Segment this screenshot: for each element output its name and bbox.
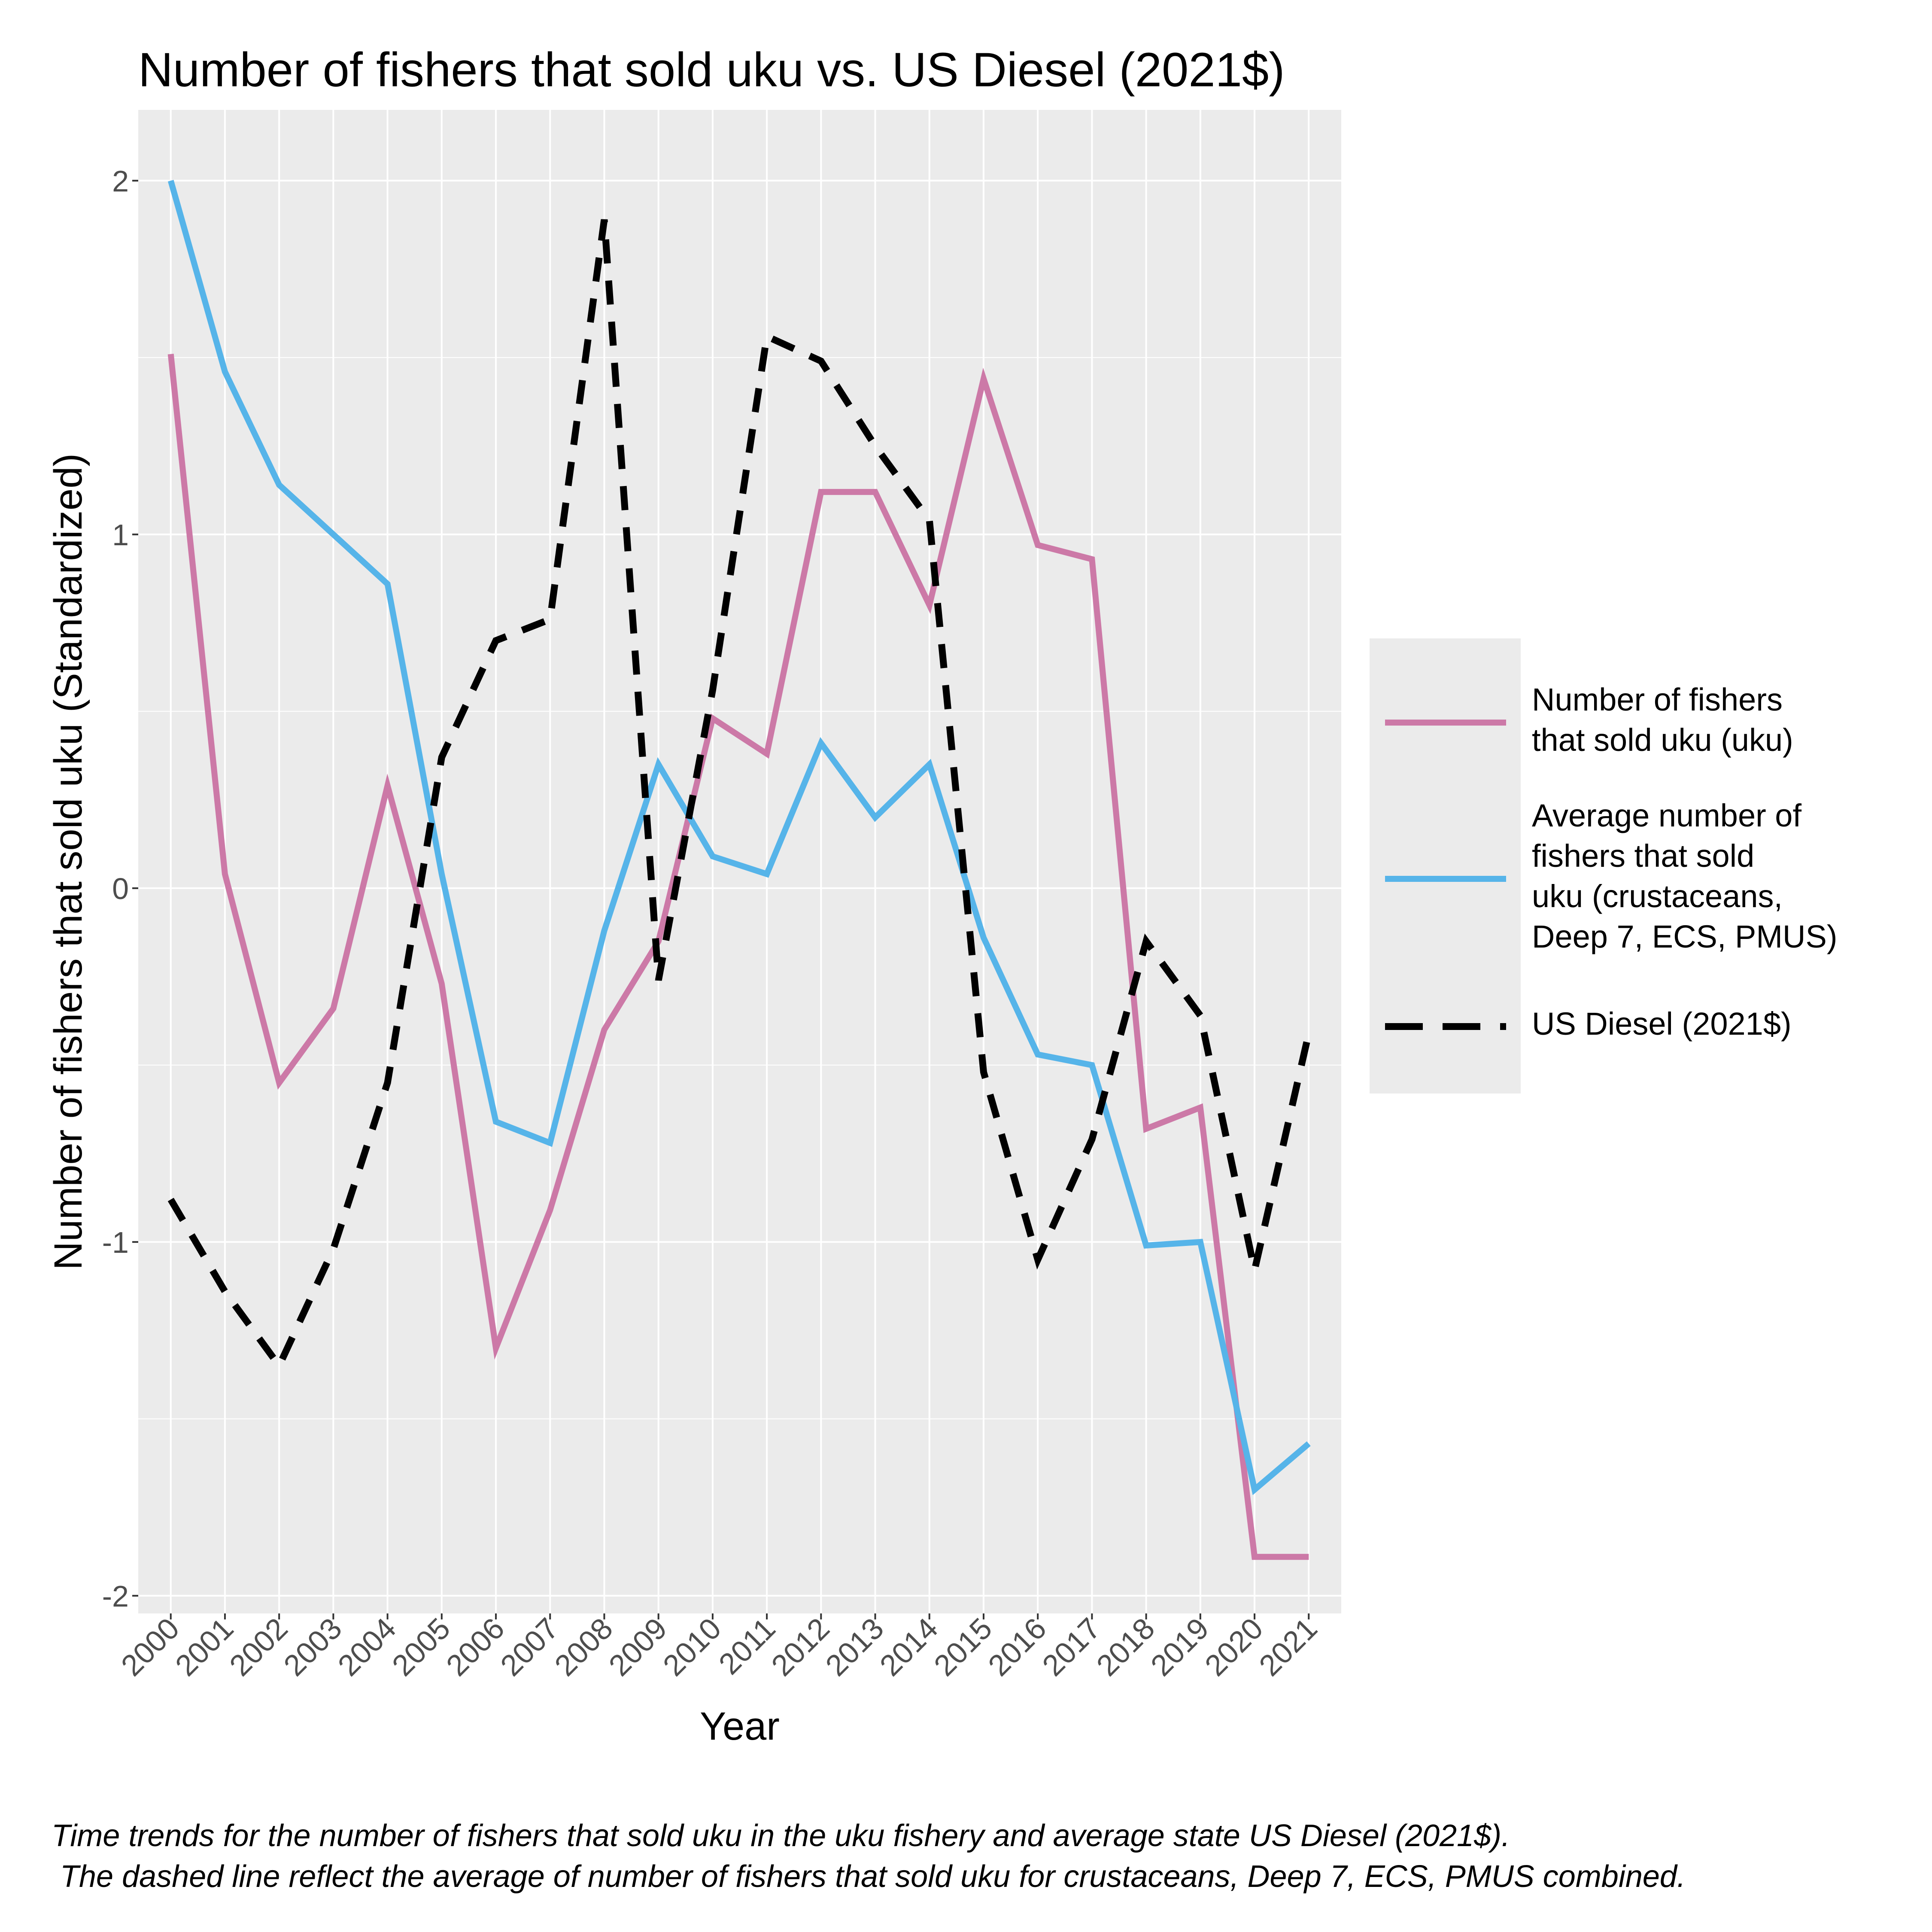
series-line-3 bbox=[167, 219, 1312, 1373]
y-axis-title: Number of fishers that sold uku (Standar… bbox=[46, 453, 90, 1270]
x-tick-label: 2009 bbox=[602, 1611, 673, 1682]
x-tick-label: 2021 bbox=[1253, 1611, 1324, 1682]
legend-label-2: fishers that sold bbox=[1532, 838, 1754, 874]
x-tick-label: 2004 bbox=[331, 1611, 402, 1682]
x-tick-label: 2012 bbox=[765, 1611, 836, 1682]
legend-label-2: Deep 7, ECS, PMUS) bbox=[1532, 919, 1837, 954]
x-tick-label: 2003 bbox=[277, 1611, 348, 1682]
x-tick-label: 2017 bbox=[1036, 1611, 1107, 1682]
x-tick-label: 2005 bbox=[386, 1611, 456, 1682]
y-tick-label: -2 bbox=[102, 1580, 129, 1613]
caption: Time trends for the number of fishers th… bbox=[52, 1819, 1686, 1894]
legend-label-3: US Diesel (2021$) bbox=[1532, 1006, 1792, 1042]
x-tick-label: 2001 bbox=[169, 1611, 240, 1682]
legend-label-1: that sold uku (uku) bbox=[1532, 722, 1793, 758]
series-line-1 bbox=[167, 353, 1309, 1560]
y-tick-label: 1 bbox=[112, 518, 129, 552]
x-tick-label: 2014 bbox=[873, 1611, 944, 1682]
series-layer bbox=[167, 179, 1312, 1560]
x-tick-label: 2015 bbox=[927, 1611, 998, 1682]
caption-line-2: The dashed line reflect the average of n… bbox=[52, 1859, 1686, 1894]
x-tick-label: 2007 bbox=[494, 1611, 565, 1682]
x-tick-label: 2019 bbox=[1144, 1611, 1215, 1682]
series-line-2 bbox=[167, 179, 1311, 1495]
x-axis-title: Year bbox=[700, 1704, 780, 1748]
legend: Number of fishers that sold uku (uku) Aver… bbox=[1370, 638, 1837, 1094]
y-tick-label: -1 bbox=[102, 1226, 129, 1259]
legend-label-2: Average number of bbox=[1532, 798, 1801, 833]
y-tick-label: 2 bbox=[112, 164, 129, 198]
legend-label-2: uku (crustaceans, bbox=[1532, 878, 1783, 914]
x-tick-label: 2013 bbox=[819, 1611, 890, 1682]
x-tick-label: 2006 bbox=[440, 1611, 510, 1682]
x-tick-label: 2008 bbox=[548, 1611, 619, 1682]
x-tick-label: 2016 bbox=[982, 1611, 1053, 1682]
legend-background bbox=[1370, 638, 1521, 1094]
x-tick-label: 2020 bbox=[1198, 1611, 1269, 1682]
x-tick-label: 2002 bbox=[223, 1611, 294, 1682]
plot-panel bbox=[138, 110, 1341, 1613]
x-tick-label: 2018 bbox=[1090, 1611, 1161, 1682]
x-tick-label: 2000 bbox=[115, 1611, 185, 1682]
caption-line-1: Time trends for the number of fishers th… bbox=[52, 1819, 1510, 1853]
x-tick-label: 2010 bbox=[656, 1611, 727, 1682]
chart-title: Number of fishers that sold uku vs. US D… bbox=[138, 43, 1285, 97]
x-tick-label: 2011 bbox=[712, 1611, 782, 1681]
legend-label-1: Number of fishers bbox=[1532, 682, 1783, 717]
y-tick-label: 0 bbox=[112, 872, 129, 905]
